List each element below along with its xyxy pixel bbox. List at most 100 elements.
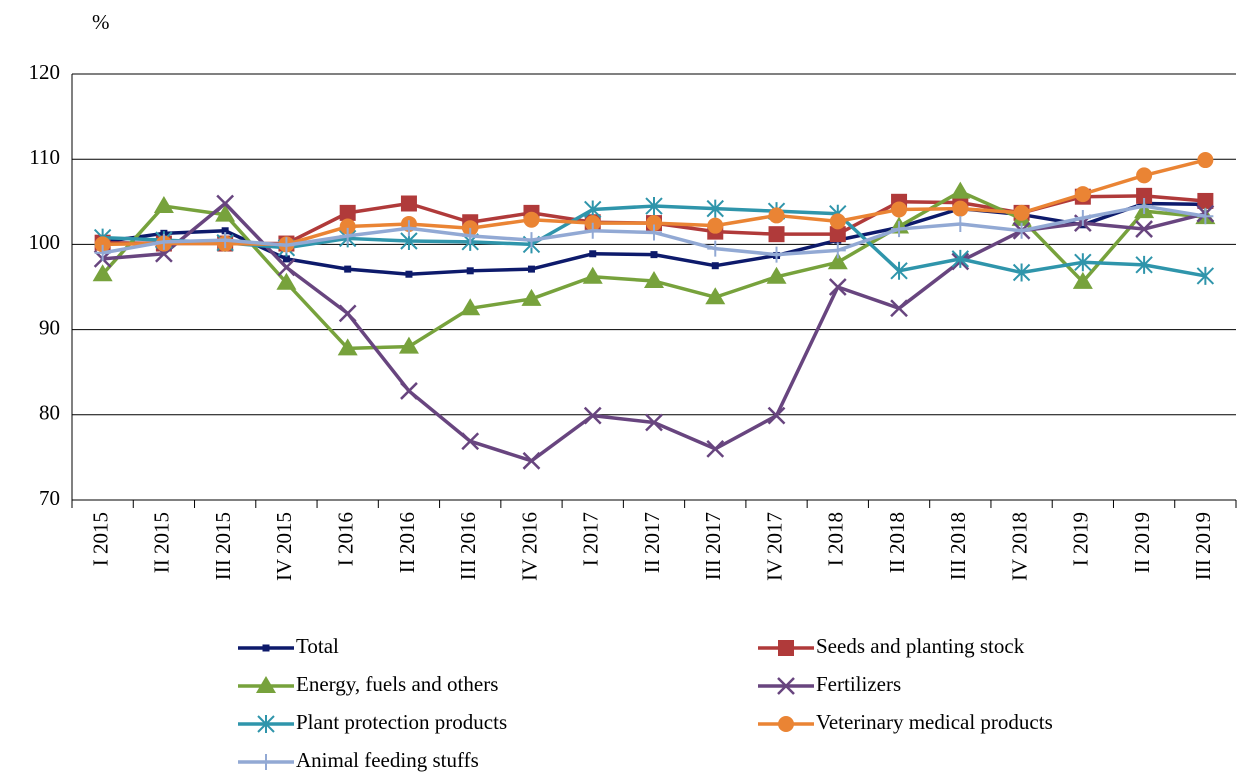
data-point (1013, 222, 1030, 239)
legend-marker (262, 644, 270, 652)
data-point (466, 267, 474, 275)
x-tick-label: III 2016 (456, 512, 480, 580)
data-point (338, 304, 357, 323)
x-tick-label: III 2017 (701, 512, 725, 580)
data-point (400, 195, 417, 212)
data-point (829, 242, 846, 259)
data-point (276, 272, 297, 290)
data-point (589, 250, 597, 258)
data-point (1012, 263, 1031, 282)
x-tick-label: II 2015 (150, 512, 174, 573)
x-tick-label: I 2019 (1069, 512, 1093, 566)
legend-label: Seeds and planting stock (816, 634, 1025, 658)
data-point (582, 266, 603, 284)
y-tick-label: 90 (39, 315, 60, 339)
x-tick-label: II 2018 (885, 512, 909, 573)
data-point (221, 227, 229, 235)
x-tick-label: IV 2015 (272, 512, 296, 581)
data-point (584, 222, 601, 239)
data-point (707, 240, 724, 257)
data-point (583, 406, 602, 425)
data-point (155, 233, 172, 250)
data-point (400, 382, 418, 400)
data-point (952, 200, 969, 217)
data-point (339, 204, 356, 221)
data-point (644, 271, 664, 289)
data-point (460, 298, 481, 316)
data-point (153, 196, 174, 214)
data-point (1135, 255, 1153, 274)
data-point (768, 207, 785, 224)
data-point (1136, 187, 1153, 204)
data-point (1136, 167, 1153, 184)
data-point (766, 266, 787, 284)
legend-item: Animal feeding stuffs (238, 748, 479, 772)
data-point (523, 211, 540, 228)
data-point (217, 232, 234, 249)
data-point (768, 226, 785, 243)
x-tick-label: III 2018 (946, 512, 970, 580)
x-tick-label: IV 2018 (1007, 512, 1031, 581)
x-tick-label: I 2015 (88, 512, 112, 566)
data-point (890, 299, 908, 318)
legend-label: Energy, fuels and others (296, 672, 498, 696)
data-point (344, 265, 352, 273)
x-tick-label: IV 2017 (762, 512, 786, 581)
y-tick-label: 80 (39, 401, 60, 425)
data-point (645, 413, 663, 432)
y-tick-label: 120 (29, 60, 61, 84)
data-point (216, 194, 235, 213)
y-tick-label: 110 (29, 145, 60, 169)
data-point (646, 215, 662, 232)
data-point (462, 227, 479, 244)
data-point (527, 265, 535, 273)
data-point (1196, 266, 1215, 285)
y-tick-label: 70 (39, 486, 60, 510)
data-point (650, 251, 658, 259)
data-point (1135, 220, 1153, 238)
data-point (1197, 208, 1214, 225)
y-tick-label: 100 (29, 230, 61, 254)
data-point (1013, 204, 1030, 221)
data-point (1074, 186, 1091, 203)
legend-item: Plant protection products (238, 710, 507, 734)
legend-label: Animal feeding stuffs (296, 748, 479, 772)
data-point (94, 236, 111, 253)
legend-item: Fertilizers (758, 672, 901, 696)
data-point (827, 252, 848, 270)
data-point (1072, 271, 1093, 289)
x-tick-label: II 2016 (395, 512, 419, 573)
data-point (277, 258, 296, 277)
data-point (706, 199, 724, 218)
legend-marker (256, 676, 276, 693)
x-tick-label: I 2018 (824, 512, 848, 566)
data-point (705, 287, 726, 305)
data-point (1074, 209, 1091, 226)
data-point (891, 221, 908, 238)
legend-item: Seeds and planting stock (758, 634, 1025, 658)
data-point (646, 224, 662, 241)
legend-marker (778, 716, 794, 732)
data-point (92, 264, 113, 282)
data-point (952, 215, 969, 232)
data-point (767, 406, 786, 425)
legend-marker (257, 715, 275, 733)
data-point (706, 439, 725, 458)
x-tick-label: I 2016 (333, 512, 357, 566)
data-point (707, 217, 724, 234)
legend-item: Total (238, 634, 339, 658)
data-point (1197, 152, 1214, 169)
x-tick-label: II 2019 (1130, 512, 1154, 573)
data-point (522, 451, 541, 470)
data-point (890, 261, 908, 280)
data-point (828, 278, 847, 296)
legend-label: Total (296, 634, 339, 658)
legend-label: Plant protection products (296, 710, 507, 734)
legend-label: Fertilizers (816, 672, 901, 696)
data-point (951, 249, 970, 268)
data-point (1136, 198, 1153, 215)
data-point (339, 227, 356, 244)
data-point (950, 181, 971, 199)
legend-label: Veterinary medical products (816, 710, 1053, 734)
